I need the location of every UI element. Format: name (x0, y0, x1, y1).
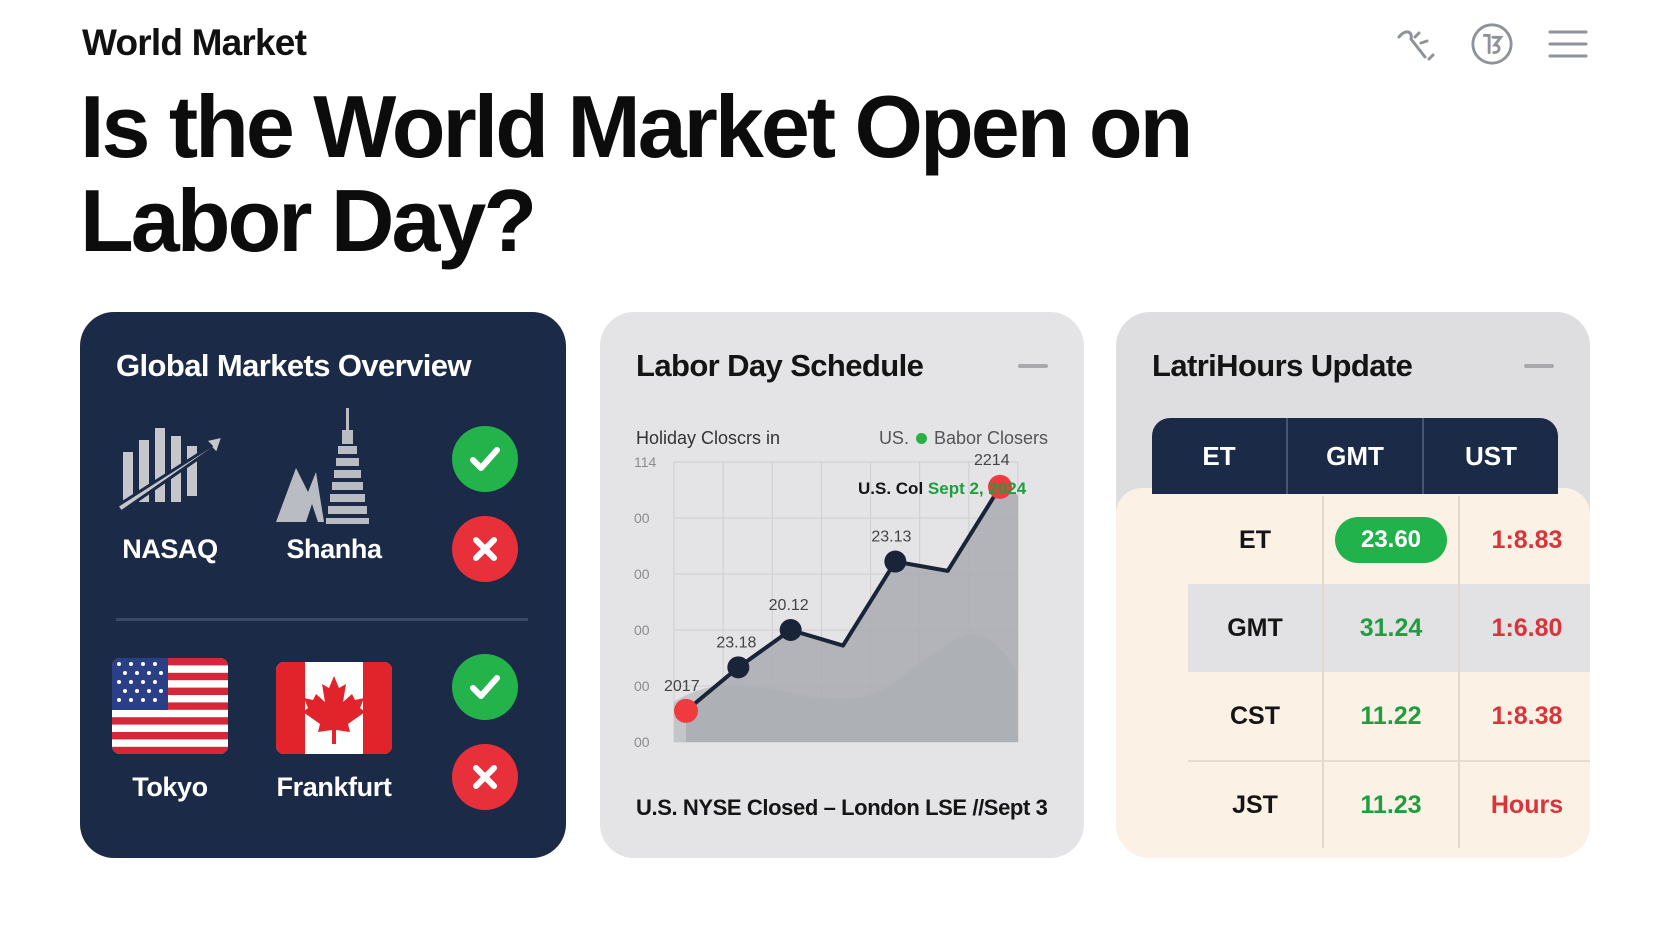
column-header[interactable]: ET (1152, 418, 1288, 494)
check-icon (470, 675, 500, 699)
y-tick-label: 00 (634, 622, 650, 638)
y-tick-label: 00 (634, 566, 650, 582)
market-tokyo[interactable]: Tokyo (90, 658, 250, 808)
row-gmt: 11.22 (1324, 672, 1460, 760)
market-label: Tokyo (132, 772, 208, 802)
cross-icon (473, 537, 497, 561)
row-gmt: 11.23 (1324, 762, 1460, 848)
market-label: Shanha (286, 534, 382, 564)
hours-update-card: LatriHours Update ET GMT UST ET 23.60 1:… (1116, 312, 1590, 858)
chart-point-highlight (674, 698, 698, 723)
card-title: Labor Day Schedule (636, 348, 924, 383)
header-icons (1394, 22, 1590, 66)
labor-day-schedule-card: Labor Day Schedule Holiday Closcrs in US… (600, 312, 1084, 858)
bar-chart-arrow-icon (115, 428, 225, 512)
card-title: Global Markets Overview (116, 348, 472, 383)
chart-point (779, 619, 802, 641)
market-status-open (452, 654, 518, 720)
annotation-prefix: U.S. Col (858, 479, 928, 498)
table-row[interactable]: CST 11.22 1:8.38 (1188, 672, 1590, 760)
chart-legend-left: Holiday Closcrs in (636, 428, 781, 448)
page-title: Is the World Market Open on Labor Day? (80, 77, 1193, 270)
site-name[interactable]: World Market (82, 22, 307, 63)
y-tick-label: 00 (634, 510, 650, 526)
annotation-date: Sept 2, 2024 (928, 479, 1027, 498)
currency-circle-icon[interactable] (1470, 22, 1514, 66)
row-gmt-cell: 23.60 (1324, 496, 1460, 584)
row-zone: GMT (1188, 584, 1324, 672)
row-ust: 1:6.80 (1491, 613, 1563, 642)
table-row[interactable]: JST 11.23 Hours (1188, 760, 1590, 848)
cross-icon (473, 765, 497, 789)
chart-point-highlight (988, 474, 1012, 499)
chart-area (686, 486, 1018, 742)
market-label: Frankfurt (276, 772, 392, 802)
market-status-closed (452, 516, 518, 582)
column-header[interactable]: GMT (1288, 418, 1424, 494)
legend-label: Babor Closers (933, 428, 1048, 448)
market-frankfurt[interactable]: Frankfurt (254, 662, 414, 808)
market-label: NASAQ (122, 534, 218, 564)
labor-day-chart: 114 00 00 00 00 00 2017 23.18 20.12 23.13 2214 U.S.… (634, 452, 1027, 750)
minimize-icon[interactable] (1524, 364, 1554, 368)
global-markets-card: Global Markets Overview NASAQ (80, 312, 566, 858)
y-tick-label: 114 (634, 454, 657, 470)
wand-icon[interactable] (1394, 22, 1438, 66)
row-ust: 1:8.83 (1491, 525, 1563, 554)
minimize-icon[interactable] (1018, 364, 1048, 368)
market-status-closed (452, 744, 518, 810)
schedule-footer: U.S. NYSE Closed – London LSE //Sept 3 (636, 795, 1048, 820)
card-title: LatriHours Update (1152, 348, 1413, 383)
row-ust: 1:8.38 (1491, 701, 1563, 730)
row-zone: JST (1188, 762, 1324, 848)
row-zone: ET (1188, 496, 1324, 584)
chart-legend-right: US. Babor Closers (879, 428, 1048, 449)
table-row[interactable]: ET 23.60 1:8.83 (1188, 496, 1590, 584)
row-zone: CST (1188, 672, 1324, 760)
row-ust: Hours (1490, 790, 1564, 819)
us-flag-icon (112, 658, 228, 754)
tower-icon (276, 408, 369, 524)
chart-point-label: 2017 (664, 678, 700, 695)
legend-dot-icon (915, 433, 927, 444)
y-tick-label: 00 (634, 734, 650, 750)
column-header[interactable]: UST (1465, 440, 1517, 471)
chart-point (727, 656, 750, 679)
y-tick-label: 00 (634, 678, 650, 694)
chart-point-label: 23.13 (871, 529, 911, 546)
hamburger-menu-icon[interactable] (1546, 22, 1590, 66)
chart-point-label: 2214 (974, 452, 1010, 469)
chart-point-label: 20.12 (769, 597, 809, 614)
highlight-pill: 23.60 (1334, 517, 1448, 563)
divider (116, 618, 528, 621)
row-gmt: 31.24 (1324, 584, 1460, 672)
table-header: ET GMT UST (1152, 418, 1558, 494)
chart-point-label: 23.18 (716, 634, 756, 651)
table-row[interactable]: GMT 31.24 1:6.80 (1188, 584, 1590, 672)
check-icon (470, 447, 500, 471)
market-status-open (452, 426, 518, 492)
chart-annotation: U.S. Col Sept 2, 2024 (858, 479, 1027, 498)
chart-point (884, 550, 907, 573)
legend-prefix: US. (878, 428, 909, 448)
canada-flag-icon (276, 662, 392, 754)
market-shanha[interactable]: Shanha (254, 408, 414, 572)
market-nasaq[interactable]: NASAQ (90, 412, 250, 572)
